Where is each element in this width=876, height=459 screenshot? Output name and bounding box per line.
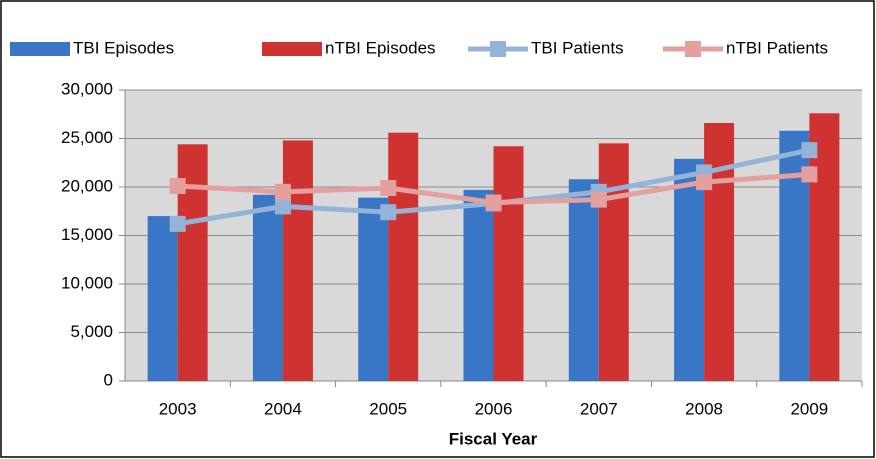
- y-tick-label: 30,000: [61, 79, 113, 98]
- line-marker: [696, 174, 713, 191]
- bar: [252, 194, 283, 381]
- x-tick-label: 2003: [159, 399, 197, 418]
- legend-swatch: [10, 42, 70, 56]
- bar: [493, 146, 524, 381]
- bar: [704, 122, 735, 381]
- line-marker: [274, 183, 291, 200]
- y-tick-label: 25,000: [61, 128, 113, 147]
- x-tick-label: 2004: [264, 399, 302, 418]
- legend-swatch: [490, 41, 506, 57]
- legend-label: nTBI Episodes: [325, 38, 436, 57]
- legend-label: nTBI Patients: [726, 38, 828, 57]
- y-tick-label: 5,000: [70, 322, 113, 341]
- line-marker: [380, 179, 397, 196]
- line-marker: [801, 166, 818, 183]
- y-tick-label: 10,000: [61, 273, 113, 292]
- legend-label: TBI Episodes: [73, 38, 174, 57]
- x-tick-label: 2009: [790, 399, 828, 418]
- legend-swatch: [262, 42, 322, 56]
- line-marker: [485, 194, 502, 211]
- bar: [674, 158, 705, 381]
- legend-swatch: [685, 41, 701, 57]
- bar: [463, 189, 494, 381]
- legend-label: TBI Patients: [531, 38, 624, 57]
- x-tick-label: 2008: [685, 399, 723, 418]
- bar: [388, 132, 419, 381]
- line-marker: [801, 142, 818, 159]
- line-marker: [169, 178, 186, 195]
- y-tick-label: 20,000: [61, 176, 113, 195]
- y-tick-label: 0: [104, 370, 113, 389]
- bar: [568, 179, 599, 381]
- x-tick-label: 2005: [369, 399, 407, 418]
- bar: [358, 197, 389, 381]
- bar: [147, 216, 178, 381]
- x-axis-title: Fiscal Year: [449, 429, 538, 448]
- y-tick-label: 15,000: [61, 225, 113, 244]
- bar: [598, 143, 629, 381]
- line-marker: [380, 204, 397, 221]
- x-tick-label: 2007: [580, 399, 618, 418]
- bar: [282, 140, 313, 381]
- line-marker: [590, 191, 607, 208]
- line-marker: [169, 215, 186, 232]
- x-tick-label: 2006: [475, 399, 513, 418]
- line-marker: [274, 198, 291, 215]
